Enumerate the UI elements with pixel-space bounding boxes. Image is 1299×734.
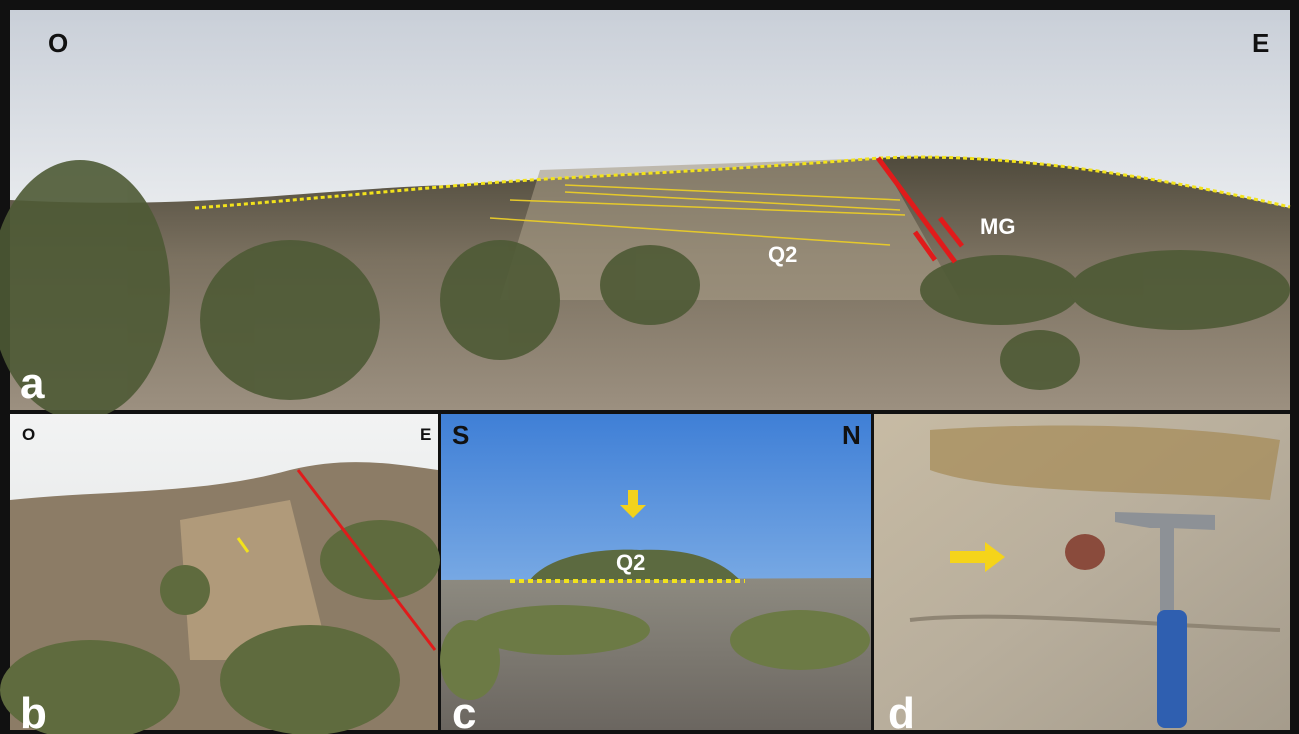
arrow (950, 542, 1005, 572)
skyline-trace (194, 155, 1291, 210)
arrow (620, 490, 646, 518)
unit-label: Q2 (616, 550, 645, 575)
direction-left: S (452, 420, 469, 450)
panel-a: O E Q2 MG a (0, 10, 1291, 420)
hammer-grip (1157, 610, 1187, 728)
mound (530, 549, 740, 580)
arrow (236, 537, 250, 553)
layer (909, 614, 1281, 632)
hammer-shaft (1160, 528, 1174, 618)
direction-right: E (1252, 28, 1269, 58)
shrubs (0, 160, 1290, 420)
gully (180, 500, 330, 660)
clast (1065, 534, 1105, 570)
panel-label: a (20, 359, 45, 408)
fault (296, 469, 437, 651)
panel-c: S N Q2 c (440, 414, 871, 734)
hammer-head (1115, 512, 1215, 530)
panel-label: c (452, 689, 476, 734)
unit-label: MG (980, 214, 1015, 239)
direction-right: N (842, 420, 861, 450)
direction-right: E (420, 425, 431, 444)
strata-lines (489, 184, 906, 246)
panel-b: O E b (0, 414, 440, 734)
panel-label: d (888, 689, 915, 734)
direction-left: O (22, 425, 35, 444)
shrubs (440, 605, 870, 700)
direction-left: O (48, 28, 68, 58)
fault (875, 156, 964, 264)
panel-d: d (874, 414, 1290, 734)
layer (930, 425, 1280, 500)
unit-label: Q2 (768, 242, 797, 267)
panel-label: b (20, 689, 47, 734)
